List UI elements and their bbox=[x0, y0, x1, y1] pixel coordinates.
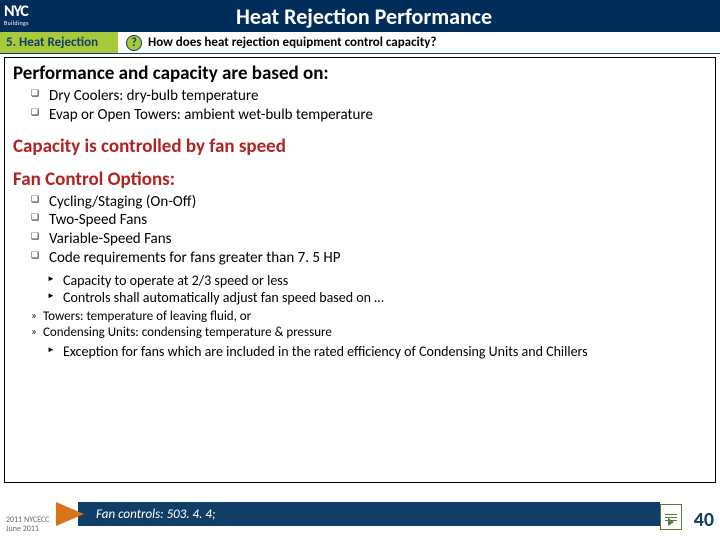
slide-title: Heat Rejection Performance bbox=[82, 3, 716, 30]
section-label: 5. Heat Rejection bbox=[0, 32, 118, 53]
footer: 2011 NYCECC June 2011 Fan controls: 503.… bbox=[0, 488, 720, 540]
list-item: Variable-Speed Fans bbox=[35, 230, 707, 249]
nyc-logo: NYC Buildings bbox=[4, 2, 74, 30]
sub-options-list: Capacity to operate at 2/3 speed or less… bbox=[49, 272, 707, 307]
basis-list: Dry Coolers: dry-bulb temperature Evap o… bbox=[35, 87, 707, 125]
subheader: 5. Heat Rejection ? How does heat reject… bbox=[0, 32, 720, 54]
list-item: Exception for fans which are included in… bbox=[49, 343, 707, 361]
list-item: Two-Speed Fans bbox=[35, 211, 707, 230]
page-icon bbox=[660, 504, 682, 530]
logo-sub: Buildings bbox=[4, 19, 29, 27]
list-item: Condensing Units: condensing temperature… bbox=[31, 325, 707, 341]
options-list: Cycling/Staging (On-Off) Two-Speed Fans … bbox=[35, 193, 707, 268]
arrow-icon bbox=[56, 502, 84, 526]
reference-bar: Fan controls: 503. 4. 4; bbox=[78, 502, 660, 526]
page-number: 40 bbox=[694, 508, 714, 532]
list-item: Code requirements for fans greater than … bbox=[35, 249, 707, 268]
question-icon: ? bbox=[126, 35, 142, 51]
footer-line2: June 2011 bbox=[6, 525, 50, 534]
list-item: Evap or Open Towers: ambient wet-bulb te… bbox=[35, 106, 707, 125]
footer-meta: 2011 NYCECC June 2011 bbox=[0, 516, 56, 540]
list-item: Dry Coolers: dry-bulb temperature bbox=[35, 87, 707, 106]
list-item: Capacity to operate at 2/3 speed or less bbox=[49, 272, 707, 290]
sub-sub-list: Towers: temperature of leaving fluid, or… bbox=[31, 309, 707, 342]
heading-fan-options: Fan Control Options: bbox=[13, 168, 707, 191]
list-item: Towers: temperature of leaving fluid, or bbox=[31, 309, 707, 325]
content-box: Performance and capacity are based on: D… bbox=[4, 57, 716, 483]
logo-main: NYC bbox=[4, 5, 28, 19]
list-item: Controls shall automatically adjust fan … bbox=[49, 289, 707, 307]
section-question: How does heat rejection equipment contro… bbox=[148, 35, 436, 50]
exception-list: Exception for fans which are included in… bbox=[49, 343, 707, 361]
section-question-row: ? How does heat rejection equipment cont… bbox=[118, 35, 720, 51]
list-item: Cycling/Staging (On-Off) bbox=[35, 193, 707, 212]
heading-capacity: Capacity is controlled by fan speed bbox=[13, 135, 707, 158]
heading-performance: Performance and capacity are based on: bbox=[13, 62, 707, 85]
title-bar: NYC Buildings Heat Rejection Performance bbox=[0, 0, 720, 32]
